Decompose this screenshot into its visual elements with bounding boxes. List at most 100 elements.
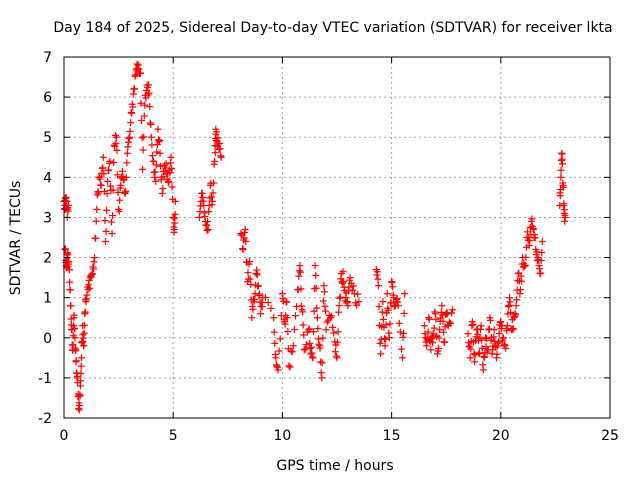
data-point bbox=[271, 339, 279, 347]
data-point bbox=[80, 329, 88, 337]
data-point bbox=[264, 299, 272, 307]
data-point bbox=[531, 234, 539, 242]
data-point bbox=[99, 164, 107, 172]
data-point bbox=[296, 268, 304, 276]
data-point bbox=[438, 302, 446, 310]
data-point bbox=[492, 343, 500, 351]
data-point bbox=[138, 116, 146, 124]
data-point bbox=[305, 325, 313, 333]
data-point bbox=[249, 305, 257, 313]
data-point bbox=[479, 366, 487, 374]
data-point bbox=[284, 328, 292, 336]
data-point bbox=[171, 197, 179, 205]
data-point bbox=[425, 315, 433, 323]
data-point bbox=[285, 362, 293, 370]
y-tick-label: 7 bbox=[43, 50, 52, 66]
data-point bbox=[203, 226, 211, 234]
data-point bbox=[373, 268, 381, 276]
data-point bbox=[317, 358, 325, 366]
data-point bbox=[122, 173, 130, 181]
data-point bbox=[72, 357, 80, 365]
data-point bbox=[495, 330, 503, 338]
data-point bbox=[88, 270, 96, 278]
data-point bbox=[448, 309, 456, 317]
data-point bbox=[117, 181, 125, 189]
y-tick-label: 2 bbox=[43, 251, 52, 267]
data-point bbox=[537, 269, 545, 277]
data-point bbox=[136, 69, 144, 77]
data-point bbox=[423, 342, 431, 350]
data-point bbox=[101, 217, 109, 225]
data-point bbox=[152, 161, 160, 169]
data-point bbox=[374, 275, 382, 283]
x-tick-label: 5 bbox=[169, 428, 178, 444]
data-point bbox=[348, 286, 356, 294]
data-point bbox=[73, 372, 81, 380]
data-point bbox=[139, 146, 147, 154]
data-point bbox=[399, 354, 407, 362]
data-point bbox=[300, 331, 308, 339]
data-point bbox=[267, 304, 275, 312]
data-point bbox=[195, 213, 203, 221]
data-point bbox=[152, 177, 160, 185]
x-tick-label: 10 bbox=[273, 428, 291, 444]
data-point bbox=[354, 290, 362, 298]
data-point bbox=[77, 377, 85, 385]
data-point bbox=[139, 165, 147, 173]
data-point bbox=[209, 197, 217, 205]
data-point bbox=[379, 298, 387, 306]
data-point bbox=[379, 315, 387, 323]
data-point bbox=[110, 158, 118, 166]
data-point bbox=[309, 354, 317, 362]
data-point bbox=[349, 282, 357, 290]
data-point bbox=[126, 127, 134, 135]
data-point bbox=[338, 279, 346, 287]
data-point bbox=[288, 348, 296, 356]
data-point bbox=[166, 169, 174, 177]
data-point bbox=[93, 205, 101, 213]
data-point bbox=[477, 322, 485, 330]
data-point bbox=[147, 133, 155, 141]
data-point bbox=[113, 146, 121, 154]
data-point bbox=[374, 282, 382, 290]
data-point bbox=[528, 215, 536, 223]
x-tick-label: 25 bbox=[601, 428, 619, 444]
data-point bbox=[253, 271, 261, 279]
data-point bbox=[397, 345, 405, 353]
data-point bbox=[339, 268, 347, 276]
data-point bbox=[104, 177, 112, 185]
data-point bbox=[389, 283, 397, 291]
data-point bbox=[61, 245, 69, 253]
data-point bbox=[522, 253, 530, 261]
data-point bbox=[80, 321, 88, 329]
data-point bbox=[297, 285, 305, 293]
chart-title: Day 184 of 2025, Sidereal Day-to-day VTE… bbox=[53, 20, 612, 36]
data-point bbox=[299, 308, 307, 316]
data-point bbox=[557, 173, 565, 181]
data-point bbox=[441, 338, 449, 346]
data-point bbox=[272, 354, 280, 362]
data-point bbox=[137, 99, 145, 107]
data-point bbox=[171, 210, 179, 218]
data-point bbox=[493, 350, 501, 358]
data-point bbox=[242, 238, 250, 246]
data-point bbox=[132, 71, 140, 79]
data-point bbox=[375, 302, 383, 310]
data-point bbox=[123, 159, 131, 167]
data-point bbox=[108, 218, 116, 226]
data-point bbox=[376, 339, 384, 347]
data-point bbox=[424, 328, 432, 336]
data-point bbox=[518, 277, 526, 285]
data-point bbox=[432, 315, 440, 323]
data-point bbox=[156, 136, 164, 144]
data-point bbox=[116, 196, 124, 204]
data-point bbox=[312, 284, 320, 292]
data-point bbox=[478, 344, 486, 352]
data-point bbox=[556, 192, 564, 200]
data-point bbox=[530, 225, 538, 233]
data-point bbox=[505, 301, 513, 309]
data-point bbox=[382, 335, 390, 343]
data-point bbox=[64, 201, 72, 209]
data-point bbox=[401, 290, 409, 298]
data-point bbox=[241, 225, 249, 233]
